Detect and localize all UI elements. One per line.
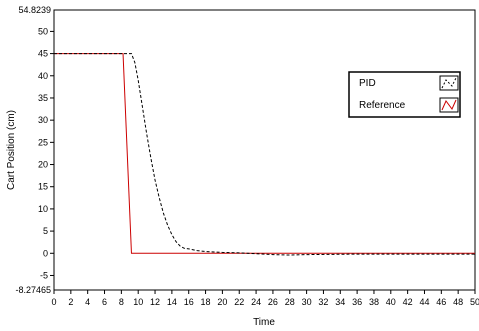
x-tick-label: 36: [352, 297, 362, 307]
x-axis-ticks: 0 2 4 6 8 10 12 14 16 18 20 22 24 26 28 30 32 34 36 38 40 42 4…: [51, 290, 479, 307]
x-axis-title: Time: [253, 317, 275, 328]
legend-swatch-reference-line: [441, 99, 457, 111]
y-tick-label: 15: [38, 182, 48, 192]
x-tick-label: 6: [102, 297, 107, 307]
y-tick-label: 35: [38, 93, 48, 103]
x-tick-label: 46: [436, 297, 446, 307]
x-tick-label: 20: [217, 297, 227, 307]
x-tick-label: 2: [68, 297, 73, 307]
y-tick-label: 40: [38, 71, 48, 81]
x-tick-label: 42: [403, 297, 413, 307]
series-line-pid: [54, 53, 475, 256]
y-axis-max-label: 54.8239: [18, 5, 51, 15]
x-tick-label: 40: [386, 297, 396, 307]
x-tick-label: 38: [369, 297, 379, 307]
x-tick-label: 24: [251, 297, 261, 307]
y-tick-label: 20: [38, 160, 48, 170]
x-tick-label: 50: [470, 297, 479, 307]
series-layer: [54, 53, 475, 256]
y-axis-min-label: -8.27465: [15, 285, 51, 295]
y-tick-label: 25: [38, 137, 48, 147]
plot-area: [53, 9, 476, 291]
legend-swatch-pid-line: [441, 77, 457, 89]
x-tick-label: 30: [302, 297, 312, 307]
x-tick-label: 28: [285, 297, 295, 307]
x-tick-label: 12: [150, 297, 160, 307]
legend: PID Reference: [348, 71, 461, 118]
y-tick-label: 30: [38, 115, 48, 125]
x-tick-label: 14: [167, 297, 177, 307]
x-tick-label: 10: [133, 297, 143, 307]
x-tick-label: 8: [119, 297, 124, 307]
y-tick-label: 0: [43, 248, 48, 258]
x-tick-label: 4: [85, 297, 90, 307]
y-tick-label: -5: [40, 270, 48, 280]
y-tick-label: 45: [38, 49, 48, 59]
x-tick-label: 16: [184, 297, 194, 307]
x-tick-label: 48: [453, 297, 463, 307]
x-tick-label: 22: [234, 297, 244, 307]
y-tick-label: 5: [43, 226, 48, 236]
y-axis-title: Cart Position (cm): [6, 110, 17, 190]
x-tick-label: 34: [335, 297, 345, 307]
y-tick-label: 10: [38, 204, 48, 214]
x-tick-label: 26: [268, 297, 278, 307]
legend-label-pid: PID: [359, 78, 376, 89]
x-tick-label: 18: [201, 297, 211, 307]
legend-label-reference: Reference: [359, 100, 406, 111]
y-tick-label: 50: [38, 26, 48, 36]
x-tick-label: 44: [419, 297, 429, 307]
y-axis-ticks: -5 0 5 10 15 20 25 30 35 40 45 50: [38, 26, 54, 280]
x-tick-label: 0: [51, 297, 56, 307]
x-tick-label: 32: [318, 297, 328, 307]
series-line-reference: [54, 53, 475, 254]
